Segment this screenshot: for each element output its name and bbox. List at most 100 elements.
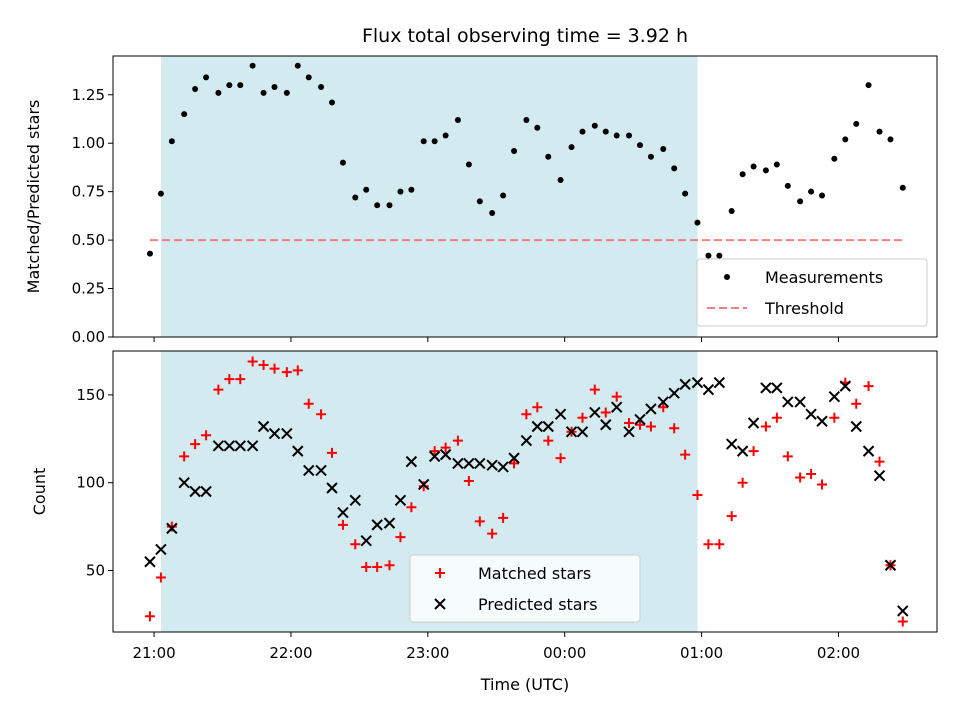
data-point bbox=[212, 440, 225, 452]
data-point bbox=[189, 485, 201, 498]
data-point bbox=[337, 506, 349, 519]
data-point bbox=[726, 511, 737, 522]
data-point bbox=[897, 605, 909, 617]
data-point bbox=[463, 475, 474, 486]
data-point bbox=[281, 367, 292, 378]
y-axis-label: Count bbox=[30, 468, 49, 516]
data-point bbox=[337, 519, 348, 530]
data-point bbox=[144, 556, 156, 568]
data-point bbox=[850, 420, 862, 433]
data-point bbox=[739, 171, 746, 178]
legend-box bbox=[409, 554, 641, 623]
data-point bbox=[853, 120, 860, 127]
data-point bbox=[636, 142, 643, 149]
data-point bbox=[372, 562, 383, 573]
data-point bbox=[762, 167, 769, 174]
data-point bbox=[773, 161, 780, 168]
data-point bbox=[428, 450, 441, 463]
data-point bbox=[246, 440, 259, 452]
data-point bbox=[179, 451, 190, 462]
data-point bbox=[819, 192, 826, 199]
data-point bbox=[725, 438, 738, 450]
data-point bbox=[645, 403, 657, 415]
data-point bbox=[326, 482, 338, 494]
legend-label: Measurements bbox=[765, 268, 883, 287]
data-point bbox=[429, 446, 440, 457]
data-point bbox=[474, 457, 486, 470]
data-point bbox=[794, 396, 806, 408]
data-point bbox=[224, 374, 235, 385]
data-point bbox=[839, 380, 851, 392]
x-tick-label: 22:00 bbox=[269, 644, 312, 662]
data-point bbox=[808, 188, 815, 195]
data-point bbox=[611, 401, 623, 413]
data-point bbox=[797, 198, 804, 205]
data-point bbox=[771, 412, 782, 423]
data-point bbox=[591, 122, 598, 129]
data-point bbox=[237, 82, 244, 89]
axes-frame bbox=[112, 350, 938, 633]
data-point bbox=[292, 445, 304, 457]
y-tick-label: 50 bbox=[86, 562, 105, 580]
data-point bbox=[439, 448, 452, 461]
legend: Measurements Threshold bbox=[696, 258, 928, 327]
x-tick-label: 02:00 bbox=[817, 644, 860, 662]
data-point bbox=[487, 528, 498, 539]
data-point bbox=[611, 391, 622, 402]
data-point bbox=[714, 539, 725, 550]
data-point bbox=[669, 423, 680, 434]
legend-label: Threshold bbox=[764, 299, 844, 318]
data-point bbox=[155, 572, 166, 583]
data-point bbox=[383, 517, 396, 529]
data-point bbox=[303, 398, 314, 409]
data-point bbox=[713, 376, 726, 389]
data-point bbox=[532, 402, 543, 413]
data-point bbox=[748, 446, 759, 457]
data-point bbox=[181, 111, 188, 118]
data-point bbox=[716, 252, 723, 259]
data-point bbox=[190, 439, 201, 450]
data-point bbox=[498, 512, 509, 523]
data-point bbox=[281, 427, 293, 440]
data-point bbox=[454, 116, 461, 123]
data-point bbox=[705, 252, 712, 259]
legend-swatch bbox=[724, 274, 730, 280]
data-point bbox=[626, 132, 633, 139]
data-point bbox=[405, 455, 418, 468]
data-point bbox=[316, 409, 327, 420]
data-point bbox=[543, 435, 554, 446]
observing-span bbox=[160, 56, 698, 337]
data-point bbox=[350, 539, 361, 550]
data-point bbox=[500, 192, 507, 199]
data-point bbox=[463, 457, 475, 470]
data-point bbox=[508, 452, 520, 464]
data-point bbox=[692, 490, 703, 501]
data-point bbox=[694, 219, 701, 226]
data-point bbox=[386, 202, 393, 209]
data-point bbox=[531, 420, 544, 433]
x-tick-label: 00:00 bbox=[543, 644, 586, 662]
y-tick-label: 1.00 bbox=[72, 134, 105, 152]
data-point bbox=[545, 153, 552, 160]
data-point bbox=[271, 84, 278, 91]
data-point bbox=[831, 155, 838, 162]
data-point bbox=[269, 363, 280, 374]
data-point bbox=[497, 461, 509, 473]
data-point bbox=[682, 190, 689, 197]
series-measurements bbox=[146, 62, 906, 259]
data-point bbox=[178, 477, 190, 489]
data-point bbox=[247, 356, 258, 367]
x-tick-label: 01:00 bbox=[680, 644, 723, 662]
chart-title: Flux total observing time = 3.92 h bbox=[362, 25, 688, 47]
data-point bbox=[624, 418, 635, 429]
data-point bbox=[691, 376, 704, 389]
data-point bbox=[318, 84, 325, 91]
data-point bbox=[520, 434, 533, 447]
data-point bbox=[418, 481, 429, 492]
data-point bbox=[521, 409, 532, 420]
data-point bbox=[327, 447, 338, 458]
data-point bbox=[702, 383, 715, 396]
data-point bbox=[828, 390, 841, 403]
data-point bbox=[579, 128, 586, 135]
